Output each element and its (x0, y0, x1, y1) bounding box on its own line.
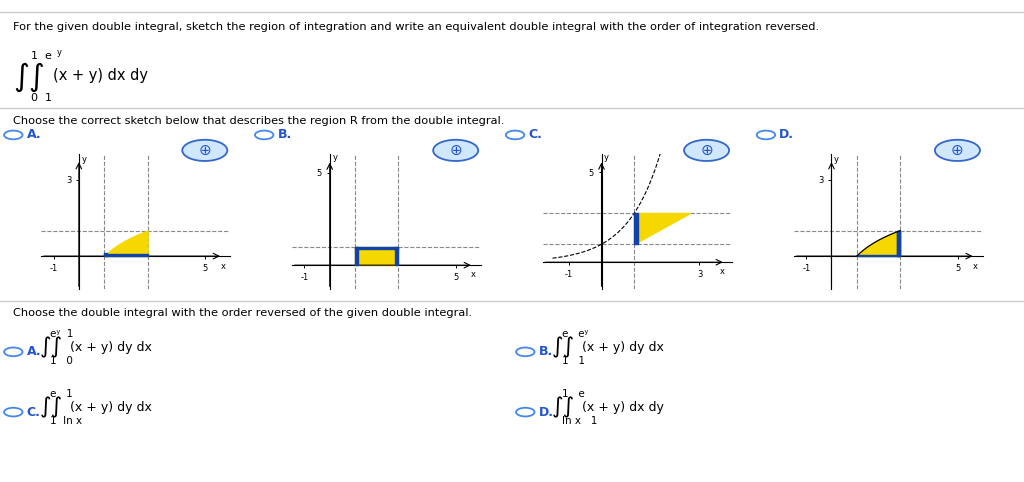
Text: D.: D. (779, 129, 795, 141)
Text: C.: C. (528, 129, 543, 141)
Text: 1   e: 1 e (562, 389, 585, 399)
Text: ⊕: ⊕ (700, 143, 713, 158)
Text: Choose the double integral with the order reversed of the given double integral.: Choose the double integral with the orde… (13, 308, 472, 319)
Text: y: y (81, 155, 86, 164)
Text: ∫∫: ∫∫ (552, 397, 575, 418)
Text: (x + y) dy dx: (x + y) dy dx (582, 341, 664, 353)
Text: x: x (720, 267, 725, 276)
Text: 1   0: 1 0 (50, 356, 73, 365)
Text: y: y (332, 153, 337, 162)
Text: (x + y) dy dx: (x + y) dy dx (70, 401, 152, 414)
Text: D.: D. (539, 406, 554, 418)
Text: (x + y) dx dy: (x + y) dx dy (53, 68, 148, 83)
Text: ∫∫: ∫∫ (13, 63, 45, 92)
Text: x: x (220, 262, 225, 271)
Text: y: y (834, 155, 839, 164)
Text: A.: A. (27, 346, 41, 358)
Text: y: y (56, 48, 61, 57)
Text: ⊕: ⊕ (450, 143, 462, 158)
Text: 0  1: 0 1 (31, 93, 52, 103)
Text: x: x (973, 262, 978, 271)
Text: eʸ  1: eʸ 1 (50, 329, 74, 338)
Text: Choose the correct sketch below that describes the region R from the double inte: Choose the correct sketch below that des… (13, 116, 505, 126)
Text: A.: A. (27, 129, 41, 141)
Text: B.: B. (539, 346, 553, 358)
Text: e   eʸ: e eʸ (562, 329, 589, 338)
Text: y: y (604, 153, 609, 162)
Text: ∫∫: ∫∫ (40, 336, 63, 358)
Text: (x + y) dx dy: (x + y) dx dy (582, 401, 664, 414)
Text: 1  e: 1 e (31, 51, 51, 61)
Text: ∫∫: ∫∫ (552, 336, 575, 358)
Text: 1   1: 1 1 (562, 356, 585, 365)
Text: e   1: e 1 (50, 389, 73, 399)
Polygon shape (634, 214, 690, 244)
Text: 1  ln x: 1 ln x (50, 416, 82, 426)
Text: For the given double integral, sketch the region of integration and write an equ: For the given double integral, sketch th… (13, 22, 819, 32)
Text: (x + y) dy dx: (x + y) dy dx (70, 341, 152, 353)
Text: ∫∫: ∫∫ (40, 397, 63, 418)
Text: ⊕: ⊕ (199, 143, 211, 158)
Text: ⊕: ⊕ (951, 143, 964, 158)
Text: x: x (471, 270, 476, 279)
Text: C.: C. (27, 406, 41, 418)
Text: ln x   1: ln x 1 (562, 416, 598, 426)
Text: B.: B. (278, 129, 292, 141)
